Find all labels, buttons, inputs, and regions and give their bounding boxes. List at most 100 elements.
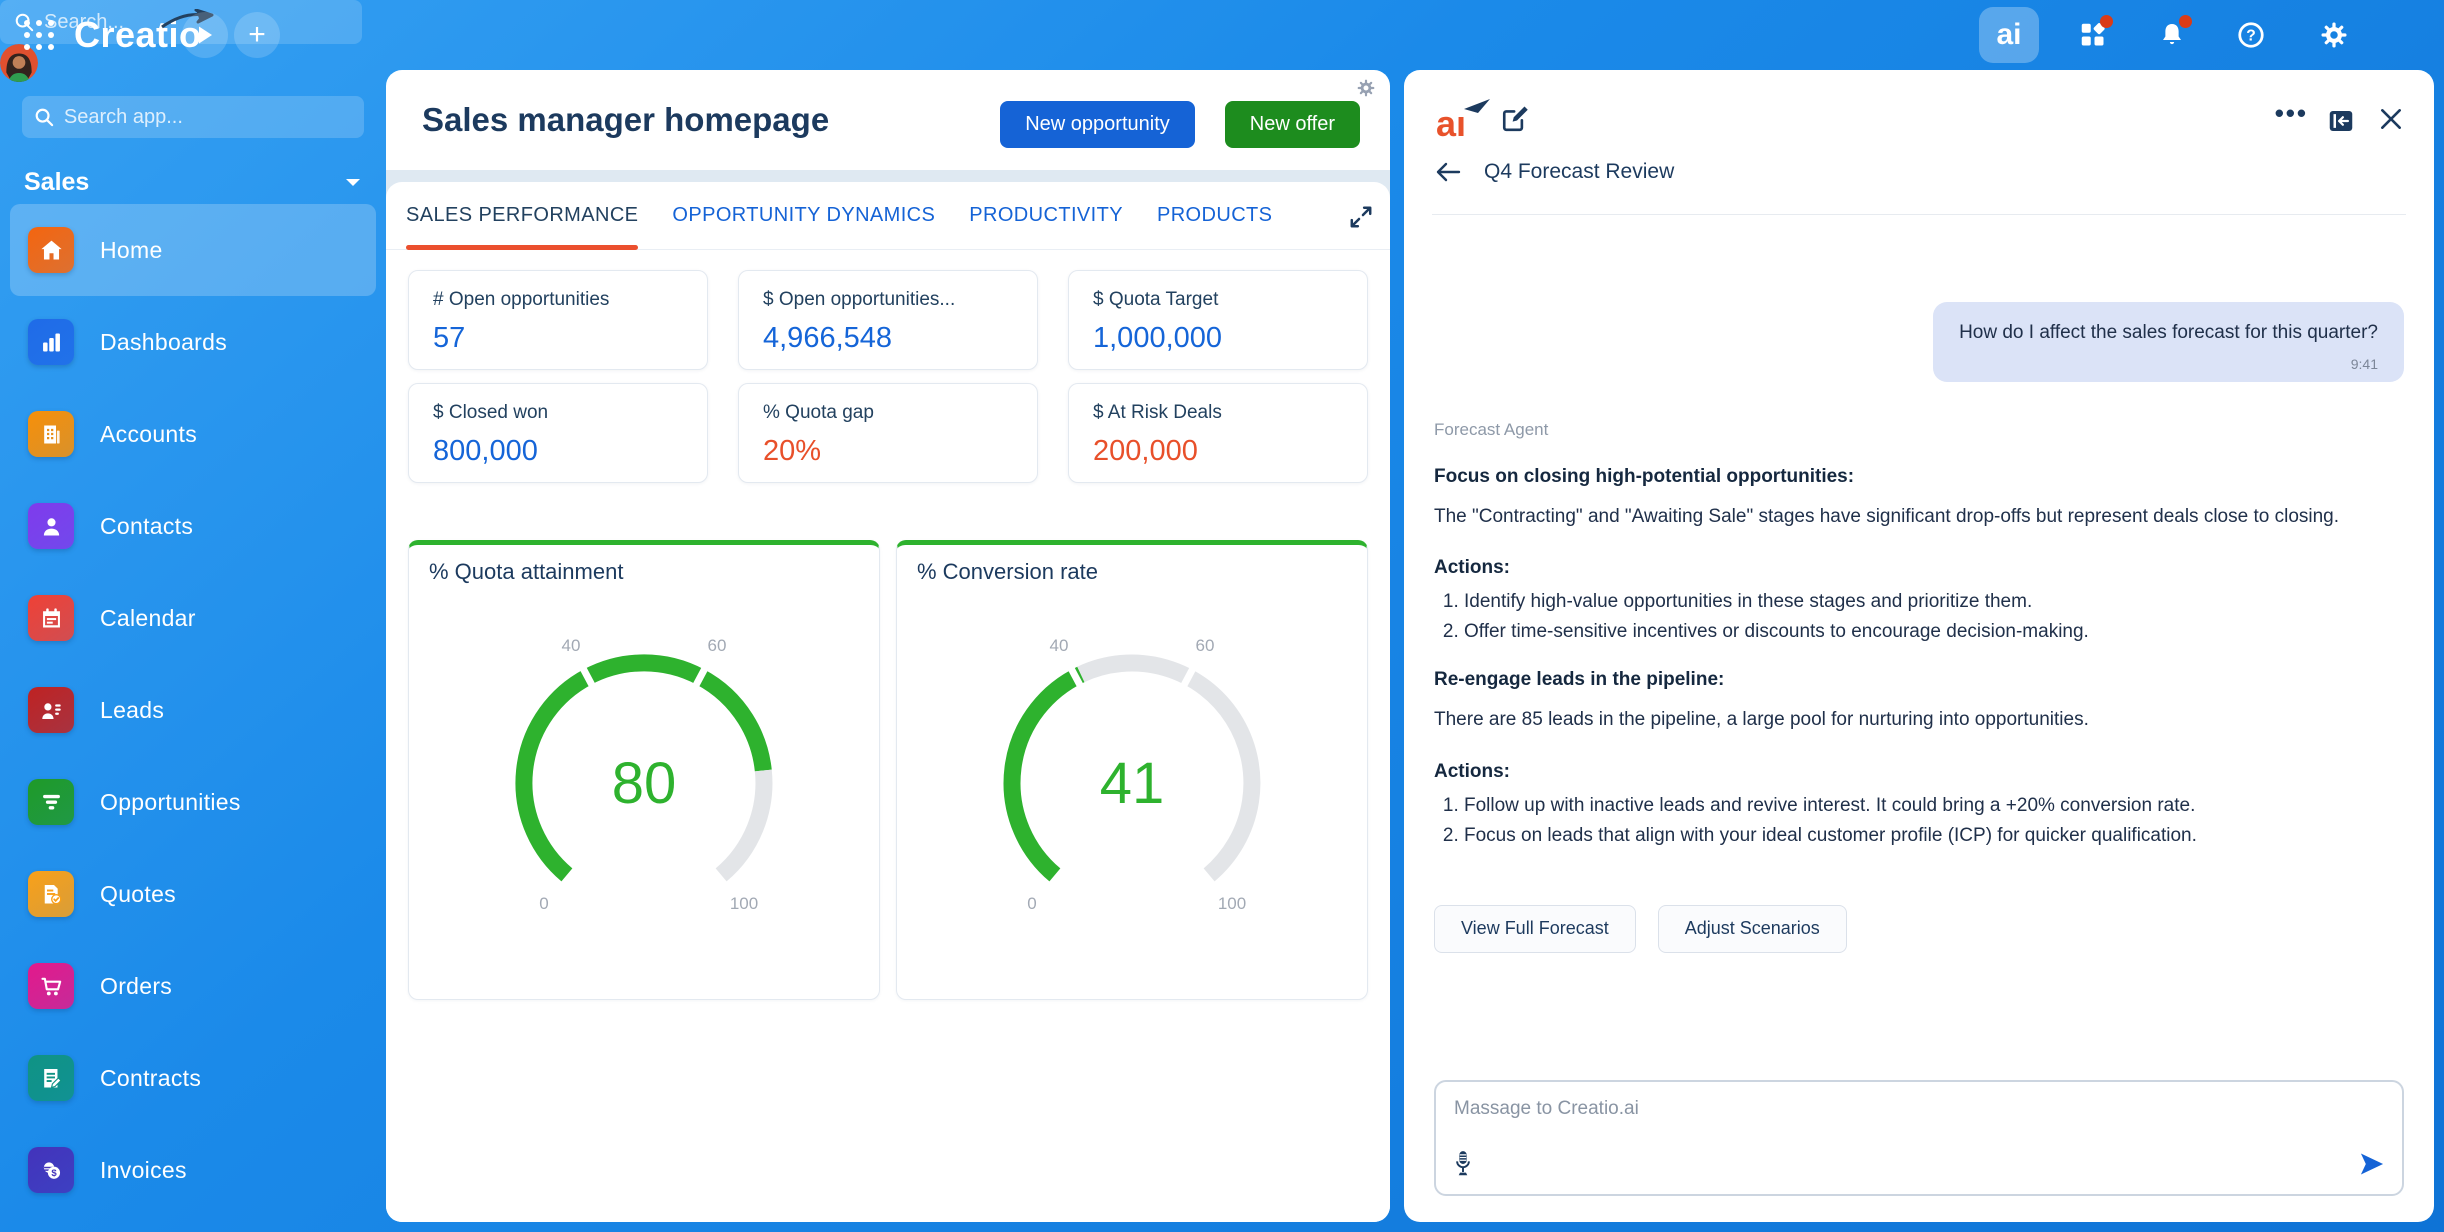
send-message-button[interactable] bbox=[2358, 1151, 2386, 1182]
sidebar-item-label: Leads bbox=[100, 696, 165, 723]
gauge-card: % Quota attainment 0 40 60 100 80 bbox=[408, 540, 880, 1000]
sidebar-item-label: Dashboards bbox=[100, 328, 228, 355]
svg-text:aı: aı bbox=[1436, 103, 1466, 144]
sidebar-item-invoices[interactable]: $ Invoices bbox=[10, 1124, 376, 1216]
sidebar-item-home[interactable]: Home bbox=[10, 204, 376, 296]
back-arrow-icon bbox=[1436, 162, 1461, 182]
play-button[interactable] bbox=[182, 12, 228, 58]
agent-action-item: Identify high-value opportunities in the… bbox=[1464, 591, 2404, 613]
agent-actions-list: Identify high-value opportunities in the… bbox=[1442, 591, 2404, 643]
sidebar-item-label: Calendar bbox=[100, 604, 196, 631]
agent-action-item: Offer time-sensitive incentives or disco… bbox=[1464, 621, 2404, 643]
adjust-scenarios-button[interactable]: Adjust Scenarios bbox=[1657, 904, 1847, 953]
new-chat-button[interactable] bbox=[1500, 104, 1530, 139]
sidebar-item-contracts[interactable]: Contracts bbox=[10, 1032, 376, 1124]
tab-sales-performance[interactable]: SALES PERFORMANCE bbox=[406, 182, 639, 250]
send-icon bbox=[2360, 1153, 2384, 1175]
creatio-ai-toggle-button[interactable]: ai bbox=[1979, 7, 2039, 63]
sidebar-item-orders[interactable]: Orders bbox=[10, 940, 376, 1032]
notifications-button[interactable] bbox=[2150, 13, 2194, 57]
avatar-image bbox=[0, 44, 38, 82]
sidebar-item-label: Contacts bbox=[100, 512, 194, 539]
close-panel-button[interactable] bbox=[2378, 106, 2404, 137]
sidebar-item-quotes[interactable]: Quotes bbox=[10, 848, 376, 940]
global-search[interactable] bbox=[0, 0, 362, 44]
global-search-input[interactable] bbox=[44, 10, 348, 34]
gear-icon bbox=[2321, 22, 2347, 48]
marketplace-apps-button[interactable] bbox=[2071, 13, 2115, 57]
agent-actions-list: Follow up with inactive leads and revive… bbox=[1442, 795, 2404, 847]
view-full-forecast-button[interactable]: View Full Forecast bbox=[1434, 904, 1636, 953]
sidebar-item-label: Home bbox=[100, 236, 163, 263]
agent-action-item: Focus on leads that align with your idea… bbox=[1464, 825, 2404, 847]
sidebar-item-leads[interactable]: Leads bbox=[10, 664, 376, 756]
app-search-input[interactable] bbox=[63, 105, 352, 129]
main-panel: Sales manager homepage New opportunity N… bbox=[386, 70, 1390, 1222]
svg-text:60: 60 bbox=[708, 636, 727, 655]
new-offer-button[interactable]: New offer bbox=[1224, 101, 1360, 148]
sidebar-item-calendar[interactable]: Calendar bbox=[10, 572, 376, 664]
svg-text:60: 60 bbox=[1196, 636, 1215, 655]
add-button[interactable]: + bbox=[234, 12, 280, 58]
app-grid-icon[interactable] bbox=[24, 19, 56, 51]
app-search[interactable] bbox=[22, 96, 364, 138]
agent-actions-label: Actions: bbox=[1434, 760, 1510, 782]
close-icon bbox=[2381, 109, 2401, 129]
main-header: Sales manager homepage New opportunity N… bbox=[386, 70, 1390, 170]
new-opportunity-button[interactable]: New opportunity bbox=[1000, 101, 1195, 148]
home-icon bbox=[28, 227, 74, 273]
svg-text:80: 80 bbox=[612, 751, 677, 816]
chat-action-buttons: View Full Forecast Adjust Scenarios bbox=[1434, 904, 2404, 953]
tab-productivity[interactable]: PRODUCTIVITY bbox=[969, 204, 1123, 226]
metric-card: $ Open opportunities... 4,966,548 bbox=[738, 270, 1038, 370]
back-button[interactable] bbox=[1434, 160, 1462, 184]
invoice-icon: $ bbox=[28, 1147, 74, 1193]
help-button[interactable]: ? bbox=[2229, 13, 2273, 57]
more-options-button[interactable]: ••• bbox=[2274, 98, 2308, 128]
dock-panel-icon bbox=[2329, 111, 2353, 131]
gauge-chart: 0 40 60 100 41 bbox=[1003, 636, 1261, 913]
creatio-logo-text: Creatio bbox=[74, 14, 202, 55]
bell-icon bbox=[2163, 24, 2181, 45]
sidebar-item-label: Quotes bbox=[100, 880, 176, 907]
agent-paragraph: The "Contracting" and "Awaiting Sale" st… bbox=[1434, 506, 2340, 527]
agent-paragraph: There are 85 leads in the pipeline, a la… bbox=[1434, 709, 2089, 731]
expand-dashboard-button[interactable] bbox=[1348, 204, 1374, 235]
gear-icon bbox=[1357, 79, 1375, 97]
apps-notification-badge bbox=[2100, 15, 2113, 28]
svg-text:40: 40 bbox=[1050, 636, 1069, 655]
svg-text:40: 40 bbox=[562, 636, 581, 655]
calendar-icon bbox=[28, 595, 74, 641]
svg-text:0: 0 bbox=[1027, 894, 1036, 913]
dock-panel-button[interactable] bbox=[2326, 106, 2356, 141]
workspace-selector[interactable]: Sales bbox=[24, 168, 362, 197]
metric-value: 20% bbox=[763, 435, 822, 467]
user-message-text: How do I affect the sales forecast for t… bbox=[1959, 322, 2378, 343]
user-avatar[interactable] bbox=[0, 44, 38, 82]
sidebar-item-opportunities[interactable]: Opportunities bbox=[10, 756, 376, 848]
metric-label: $ Quota Target bbox=[1093, 289, 1219, 310]
agent-section-heading: Focus on closing high-potential opportun… bbox=[1434, 466, 1855, 487]
contract-icon bbox=[28, 1055, 74, 1101]
sidebar-item-label: Opportunities bbox=[100, 788, 241, 815]
gauge-title: % Quota attainment bbox=[429, 559, 624, 584]
sidebar-item-dashboards[interactable]: Dashboards bbox=[10, 296, 376, 388]
creatio-logo: Creatio bbox=[74, 9, 214, 57]
tab-opportunity-dynamics[interactable]: OPPORTUNITY DYNAMICS bbox=[672, 204, 936, 226]
gauge-charts: % Quota attainment 0 40 60 100 80 % Conversion… bbox=[408, 540, 1368, 1000]
sidebar-item-accounts[interactable]: Accounts bbox=[10, 388, 376, 480]
building-icon bbox=[28, 411, 74, 457]
settings-button[interactable] bbox=[2312, 13, 2356, 57]
chevron-down-icon bbox=[346, 178, 360, 186]
voice-input-button[interactable] bbox=[1450, 1149, 1476, 1184]
message-input[interactable] bbox=[1436, 1082, 2402, 1194]
creatio-ai-panel: aı ••• bbox=[1404, 70, 2434, 1222]
sidebar-item-label: Invoices bbox=[100, 1156, 187, 1183]
gauge-card: % Conversion rate 0 40 60 100 41 bbox=[896, 540, 1368, 1000]
sidebar: Sales Home Dashboards Accounts Contacts Cale… bbox=[0, 70, 386, 1232]
tab-products[interactable]: PRODUCTS bbox=[1156, 204, 1273, 226]
sidebar-nav: Home Dashboards Accounts Contacts Calendar Le… bbox=[0, 204, 386, 1216]
page-settings-button[interactable] bbox=[1356, 78, 1376, 103]
metric-value: 200,000 bbox=[1093, 435, 1198, 467]
sidebar-item-contacts[interactable]: Contacts bbox=[10, 480, 376, 572]
